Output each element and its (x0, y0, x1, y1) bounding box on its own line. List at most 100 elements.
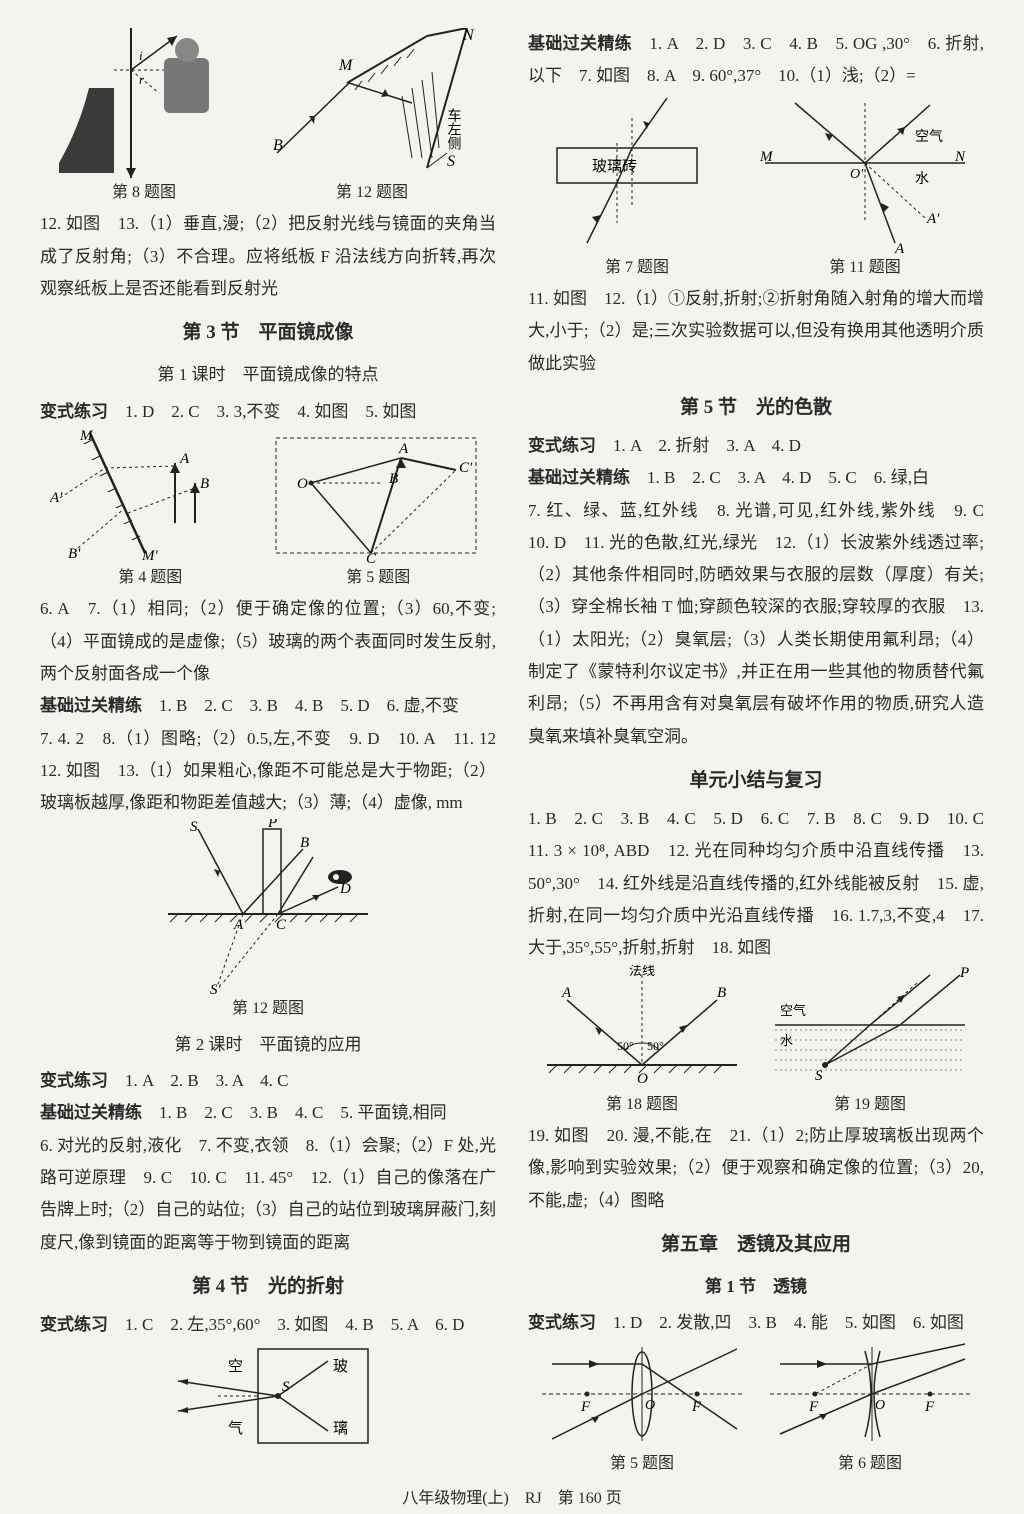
svg-text:A: A (233, 917, 244, 933)
body-jichu2: 1. B 2. C 3. B 4. C 5. 平面镜,相同 (142, 1103, 447, 1122)
svg-text:M: M (338, 57, 354, 74)
svg-text:50°: 50° (617, 1039, 634, 1053)
body-bianshi1: 1. D 2. C 3. 3,不变 4. 如图 5. 如图 (108, 402, 416, 421)
heading-unit: 单元小结与复习 (528, 763, 984, 799)
svg-text:B: B (389, 471, 398, 487)
svg-text:50°: 50° (647, 1039, 664, 1053)
diagram-q8: i r 第 8 题图 (59, 28, 229, 208)
svg-text:璃: 璃 (333, 1420, 348, 1437)
label-jichu2: 基础过关精练 (40, 1103, 142, 1122)
bianshi-4: 变式练习 1. A 2. 折射 3. A 4. D (528, 430, 984, 462)
diagram-row-3: 玻璃砖 第 7 题图 M N O' A (528, 93, 984, 283)
svg-text:F: F (691, 1399, 702, 1415)
heading-ch5-s1: 第 1 节 透镜 (528, 1271, 984, 1303)
diagram-q12b: S S' P A B C D 第 12 题图 (148, 819, 388, 1024)
body-bianshi3: 1. C 2. 左,35°,60° 3. 如图 4. B 5. A 6. D (108, 1315, 464, 1334)
svg-text:F: F (580, 1399, 591, 1415)
bianshi-1: 变式练习 1. D 2. C 3. 3,不变 4. 如图 5. 如图 (40, 396, 496, 428)
jichu-4: 基础过关精练 1. B 2. C 3. A 4. D 5. C 6. 绿,白 (528, 462, 984, 494)
svg-text:法线: 法线 (629, 965, 655, 978)
diagram-row-5: F F O 第 5 题图 (528, 1339, 984, 1479)
svg-text:玻: 玻 (333, 1358, 348, 1375)
para-unit: 1. B 2. C 3. B 4. C 5. D 6. C 7. B 8. C … (528, 803, 984, 964)
para-7-13: 7. 4. 2 8.（1）图略;（2）0.5,左,不变 9. D 10. A 1… (40, 723, 496, 820)
caption-q19: 第 19 题图 (834, 1090, 906, 1120)
heading-sec5: 第 5 节 光的色散 (528, 390, 984, 426)
svg-text:C': C' (459, 460, 473, 476)
svg-text:S: S (815, 1068, 823, 1084)
svg-text:i: i (139, 48, 143, 63)
heading-ch5: 第五章 透镜及其应用 (528, 1227, 984, 1263)
svg-text:空气: 空气 (915, 129, 943, 145)
para-6-12: 6. 对光的反射,液化 7. 不变,衣领 8.（1）会聚;（2）F 处,光路可逆… (40, 1130, 496, 1259)
para-12-13: 12. 如图 13.（1）垂直,漫;（2）把反射光线与镜面的夹角当成了反射角;（… (40, 208, 496, 305)
svg-text:B: B (717, 985, 726, 1001)
label-jichu3: 基础过关精练 (528, 34, 632, 53)
para-11-12: 11. 如图 12.（1）①反射,折射;②折射角随入射角的增大而增大,小于;（2… (528, 283, 984, 380)
svg-text:A': A' (926, 211, 940, 227)
svg-text:M': M' (141, 548, 158, 563)
svg-text:M: M (79, 428, 94, 444)
caption-q6: 第 6 题图 (838, 1449, 902, 1479)
svg-text:P: P (267, 819, 277, 831)
svg-text:水: 水 (915, 171, 929, 187)
label-bianshi4: 变式练习 (528, 436, 596, 455)
diagram-q5: O A B C C' 第 5 题图 (271, 428, 486, 593)
caption-q8: 第 8 题图 (112, 178, 176, 208)
jichu-1: 基础过关精练 1. B 2. C 3. B 4. B 5. D 6. 虚,不变 (40, 690, 496, 722)
svg-text:A: A (561, 985, 572, 1001)
svg-text:A': A' (50, 490, 63, 506)
svg-text:B': B' (68, 546, 81, 562)
bianshi-3: 变式练习 1. C 2. 左,35°,60° 3. 如图 4. B 5. A 6… (40, 1309, 496, 1341)
svg-text:B: B (273, 137, 283, 154)
svg-text:气: 气 (228, 1420, 243, 1437)
left-column: i r 第 8 题图 (40, 28, 496, 1480)
svg-text:B: B (300, 835, 309, 851)
label-bianshi2: 变式练习 (40, 1071, 108, 1090)
diagram-q5b: F F O 第 5 题图 (537, 1339, 747, 1479)
label-jichu1: 基础过关精练 (40, 696, 142, 715)
label-jichu4: 基础过关精练 (528, 468, 630, 487)
svg-text:F: F (808, 1399, 819, 1415)
diagram-q6: F F O 第 6 题图 (765, 1339, 975, 1479)
heading-sec3-sub1: 第 1 课时 平面镜成像的特点 (40, 359, 496, 391)
svg-text:S: S (447, 153, 455, 170)
diagram-row-4: A B O 法线 50° 50° 第 18 题图 (528, 965, 984, 1120)
svg-text:空气: 空气 (780, 1003, 806, 1018)
label-bianshi1: 变式练习 (40, 402, 108, 421)
svg-text:C: C (276, 917, 287, 933)
svg-text:r: r (139, 72, 145, 87)
svg-text:O: O (637, 1071, 648, 1087)
svg-text:A: A (894, 241, 905, 253)
svg-text:N: N (462, 28, 475, 44)
diagram-q11: M N O' A A' 空气 水 第 11 题图 (755, 93, 975, 283)
caption-q5: 第 5 题图 (346, 563, 410, 593)
svg-text:C: C (366, 551, 377, 563)
svg-text:A: A (398, 441, 409, 457)
heading-sec3: 第 3 节 平面镜成像 (40, 315, 496, 351)
para-7-13b: 7. 红、绿、蓝,红外线 8. 光谱,可见,红外线,紫外线 9. C 10. D… (528, 495, 984, 753)
svg-text:O: O (645, 1398, 655, 1413)
diagram-q18: A B O 法线 50° 50° 第 18 题图 (537, 965, 747, 1120)
caption-q11: 第 11 题图 (829, 253, 900, 283)
heading-sec3-sub2: 第 2 课时 平面镜的应用 (40, 1029, 496, 1061)
svg-text:S': S' (210, 982, 222, 994)
diagram-q7: 玻璃砖 第 7 题图 (537, 93, 737, 283)
diagram-row-1: i r 第 8 题图 (40, 28, 496, 208)
svg-text:D: D (339, 881, 351, 897)
svg-text:玻璃砖: 玻璃砖 (592, 158, 637, 175)
svg-text:A: A (179, 451, 190, 467)
svg-text:水: 水 (780, 1033, 793, 1048)
page-footer: 八年级物理(上) RJ 第 160 页 (40, 1484, 984, 1514)
diagram-row-2: M A B A' B' M' 第 4 题图 (40, 428, 496, 593)
bianshi-5: 变式练习 1. D 2. 发散,凹 3. B 4. 能 5. 如图 6. 如图 (528, 1307, 984, 1339)
svg-text:N: N (954, 149, 966, 165)
svg-text:S: S (282, 1379, 290, 1395)
diagram-glass: 空 气 玻 璃 S (158, 1341, 378, 1451)
caption-q12b: 第 12 题图 (232, 994, 304, 1024)
svg-text:车左侧: 车左侧 (446, 107, 462, 150)
body-jichu4: 1. B 2. C 3. A 4. D 5. C 6. 绿,白 (630, 468, 929, 487)
diagram-q4: M A B A' B' M' 第 4 题图 (50, 428, 250, 593)
body-bianshi4: 1. A 2. 折射 3. A 4. D (596, 436, 801, 455)
label-bianshi5: 变式练习 (528, 1313, 596, 1332)
